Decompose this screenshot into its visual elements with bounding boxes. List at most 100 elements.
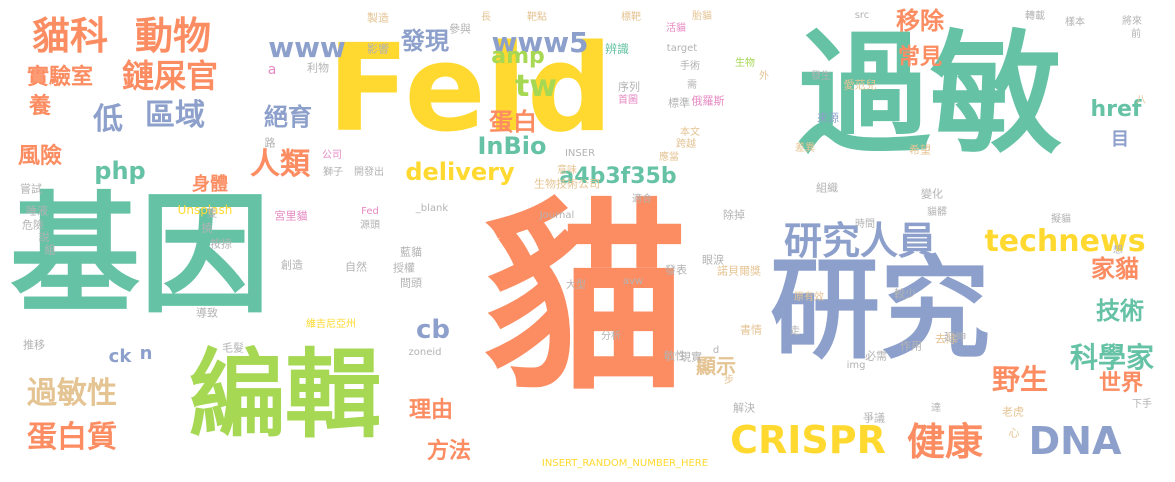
cloud-word: n: [139, 343, 153, 364]
cloud-word: 發現: [401, 27, 449, 55]
cloud-word: 藍貓: [400, 245, 422, 259]
cloud-word: img: [846, 360, 866, 371]
cloud-word: Unsplash: [177, 203, 233, 217]
cloud-word: 製造: [367, 11, 389, 25]
cloud-word: 發生: [811, 71, 831, 82]
cloud-word: 撓: [201, 221, 213, 235]
cloud-word: 創造: [281, 258, 303, 272]
cloud-word: a: [267, 62, 277, 78]
cloud-word: 野生: [991, 363, 1049, 396]
cloud-word: amp: [491, 44, 545, 69]
cloud-word: 移除: [896, 7, 944, 35]
cloud-word: 來源: [817, 111, 839, 125]
cloud-word: 解決: [733, 401, 755, 415]
cloud-word: 下手: [1132, 399, 1152, 410]
cloud-word: 組織: [816, 181, 838, 195]
cloud-word: 差異: [795, 143, 815, 154]
cloud-word: tw: [514, 69, 558, 104]
cloud-word: 標準: [668, 96, 690, 110]
cloud-word: 愛范兒: [843, 78, 877, 92]
cloud-word: 心: [1008, 426, 1020, 440]
cloud-word: 眼淚: [702, 253, 724, 267]
cloud-word: 較少: [894, 287, 916, 301]
cloud-word: 變化: [921, 187, 943, 201]
cloud-word: 隻: [206, 206, 218, 220]
cloud-word: php: [94, 157, 146, 185]
cloud-word: 顯示: [696, 354, 736, 378]
cloud-word: 風險: [17, 144, 63, 169]
cloud-word: 老虎: [1002, 405, 1024, 419]
cloud-word: 維吉尼亞州: [306, 319, 356, 330]
cloud-word: 除掉: [723, 208, 745, 222]
cloud-word: 蛋白質: [27, 420, 117, 455]
cloud-word: 外: [759, 71, 769, 82]
cloud-word: 導致: [196, 306, 218, 320]
cloud-word: 間頭: [400, 276, 422, 290]
cloud-word: 貓: [482, 180, 688, 419]
cloud-word: 推移: [23, 338, 45, 352]
cloud-word: 大型: [566, 280, 586, 291]
cloud-word: www5: [491, 26, 589, 59]
cloud-word: 鏈屎官: [121, 57, 219, 95]
cloud-word: 書情: [740, 323, 762, 337]
cloud-word: 需: [687, 80, 697, 91]
cloud-word: 宮里貓: [274, 209, 308, 223]
cloud-word: 組: [44, 243, 56, 257]
cloud-word: 辨識: [604, 42, 630, 56]
cloud-word: 前: [1131, 29, 1141, 40]
cloud-word: 發表: [665, 263, 687, 277]
cloud-word: 生物: [735, 58, 755, 69]
cloud-word: 希望: [909, 143, 931, 157]
cloud-word: 絕育: [264, 103, 312, 131]
cloud-word: 達: [931, 403, 941, 414]
cloud-word: 實驗室: [26, 65, 94, 90]
cloud-word: _blank: [415, 203, 449, 214]
cloud-word: 危險: [22, 218, 44, 232]
cloud-word: 身體: [192, 174, 228, 195]
cloud-word: 過敏: [798, 18, 1062, 172]
cloud-word: delivery: [405, 158, 515, 186]
cloud-word: technews: [984, 224, 1146, 259]
cloud-word: 動物: [134, 14, 212, 58]
cloud-word: 走: [790, 326, 800, 337]
cloud-word: INSER: [564, 148, 596, 159]
cloud-word: 擬貓: [1051, 214, 1071, 225]
cloud-word: 跨越: [676, 139, 696, 150]
cloud-word: 步: [724, 375, 734, 386]
cloud-word: avw: [622, 276, 644, 287]
cloud-word: 公司: [322, 150, 342, 161]
cloud-word: 貓科: [31, 14, 109, 58]
cloud-word: 參與: [449, 22, 471, 36]
cloud-word: 路: [264, 136, 276, 150]
cloud-word: 作用: [900, 339, 922, 353]
cloud-word: 貓髒: [927, 207, 947, 218]
cloud-word: 常見: [897, 45, 943, 70]
cloud-word: Feld: [327, 20, 613, 159]
cloud-word: 研究: [770, 246, 990, 374]
cloud-word: 意味: [557, 165, 577, 176]
cloud-word: 世界: [1098, 371, 1144, 396]
cloud-word: 手術: [680, 61, 700, 72]
cloud-word: 延伸: [944, 330, 966, 344]
cloud-word: Fed: [361, 206, 379, 217]
cloud-word: 健康: [906, 420, 984, 464]
cloud-word: 俄羅斯: [691, 94, 725, 108]
cloud-word: 靶點: [527, 12, 547, 23]
cloud-word: 必需: [865, 349, 887, 363]
cloud-word: 諾貝爾獎: [717, 264, 761, 278]
cloud-word: 養: [28, 94, 52, 119]
cloud-word: 現實: [680, 350, 702, 364]
cloud-word: 適合: [632, 194, 652, 205]
cloud-word: 長: [481, 12, 491, 23]
cloud-word: 理由: [408, 398, 454, 423]
cloud-word: 序列: [618, 80, 640, 94]
cloud-word: 影響: [367, 42, 389, 56]
cloud-word: 毛髮: [222, 341, 244, 355]
cloud-word: 開發出: [354, 167, 384, 178]
cloud-word: 生物技術公司: [534, 177, 600, 191]
cloud-word: 活貓: [666, 23, 686, 34]
cloud-word: a4b3f35b: [559, 164, 677, 189]
cloud-word: DNA: [1028, 419, 1122, 463]
cloud-word: 自然: [345, 260, 367, 274]
cloud-word: 八: [1136, 95, 1146, 106]
